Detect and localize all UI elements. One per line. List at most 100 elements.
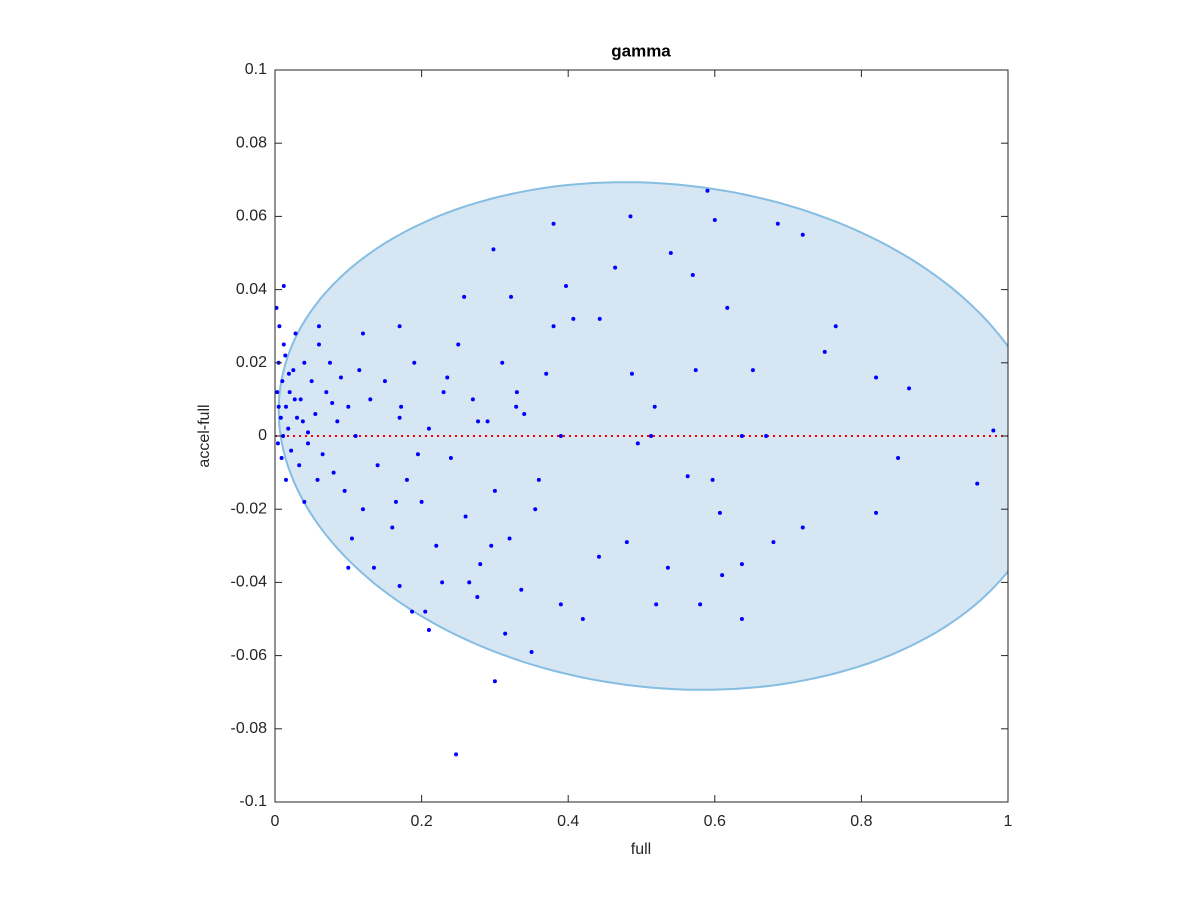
ellipse-region: [277, 181, 1008, 691]
data-point: [393, 499, 398, 504]
data-point: [360, 331, 365, 336]
data-point: [558, 434, 563, 438]
data-point: [286, 371, 291, 376]
data-point: [698, 602, 703, 607]
data-point: [302, 499, 307, 504]
data-point: [485, 419, 490, 424]
data-point: [346, 404, 351, 409]
data-point: [371, 565, 376, 570]
data-point: [544, 371, 549, 376]
data-point: [649, 434, 654, 438]
data-point: [397, 324, 402, 329]
data-point: [500, 360, 505, 365]
y-tick-label: 0.02: [236, 354, 267, 371]
data-point: [624, 540, 629, 545]
data-point: [279, 455, 284, 460]
data-point: [313, 412, 318, 417]
data-point: [293, 331, 298, 336]
y-tick-label: -0.06: [231, 647, 268, 664]
data-point: [283, 477, 288, 482]
data-point: [492, 679, 497, 684]
data-point: [281, 283, 286, 288]
data-point: [975, 481, 980, 486]
data-point: [281, 342, 286, 347]
data-point: [690, 272, 695, 277]
data-point: [434, 543, 439, 548]
data-point: [720, 573, 725, 578]
data-point: [739, 434, 744, 438]
data-point: [580, 617, 585, 621]
data-point: [412, 360, 417, 365]
data-point: [275, 305, 279, 310]
data-point: [275, 390, 280, 395]
y-tick-label: 0.04: [236, 281, 267, 298]
data-point: [492, 488, 497, 493]
data-point: [281, 434, 286, 438]
data-point: [324, 390, 329, 395]
data-point: [536, 477, 541, 482]
data-point: [507, 536, 512, 541]
x-tick-label: 1: [1004, 813, 1013, 830]
x-tick-label: 0.8: [850, 813, 872, 830]
data-point: [298, 397, 303, 402]
data-point: [514, 390, 519, 395]
data-point: [628, 214, 633, 219]
data-point: [419, 499, 424, 504]
data-point: [315, 477, 320, 482]
data-point: [558, 602, 563, 607]
data-point: [775, 221, 780, 226]
data-point: [291, 368, 296, 373]
data-point: [283, 353, 288, 358]
data-point: [342, 488, 347, 493]
data-point: [529, 649, 534, 654]
data-point: [297, 463, 302, 468]
data-point: [571, 316, 576, 321]
data-point: [441, 390, 446, 395]
data-point: [426, 627, 431, 632]
data-point: [467, 580, 472, 585]
data-point: [712, 218, 717, 223]
data-point: [629, 371, 634, 376]
data-point: [276, 404, 281, 409]
x-tick-label: 0.6: [704, 813, 726, 830]
data-point: [822, 349, 827, 354]
data-point: [685, 474, 690, 479]
data-point: [382, 379, 387, 384]
data-point: [280, 379, 285, 384]
data-point: [654, 602, 659, 607]
plot-area: [275, 181, 1008, 757]
data-point: [739, 562, 744, 567]
data-point: [551, 221, 556, 226]
data-point: [316, 342, 321, 347]
data-point: [397, 584, 402, 589]
data-point: [456, 342, 461, 347]
data-point: [331, 470, 336, 475]
data-point: [519, 587, 524, 592]
data-point: [423, 609, 428, 614]
data-point: [717, 510, 722, 515]
data-point: [514, 404, 519, 409]
data-point: [338, 375, 343, 380]
data-point: [300, 419, 305, 424]
data-point: [874, 510, 879, 515]
x-tick-label: 0.2: [410, 813, 432, 830]
data-point: [463, 514, 468, 519]
data-point: [346, 565, 351, 570]
data-point: [564, 283, 569, 288]
data-point: [522, 412, 527, 417]
data-point: [454, 752, 459, 757]
chart-title: gamma: [611, 41, 671, 60]
x-tick-label: 0.4: [557, 813, 579, 830]
data-point: [489, 543, 494, 548]
data-point: [991, 428, 996, 433]
data-point: [739, 617, 744, 621]
data-point: [764, 434, 769, 438]
data-point: [771, 540, 776, 545]
data-point: [800, 232, 805, 237]
data-point: [287, 390, 292, 395]
data-point: [705, 188, 710, 193]
data-point: [309, 379, 314, 384]
x-tick-label: 0: [271, 813, 280, 830]
y-tick-label: -0.04: [231, 574, 268, 591]
data-point: [320, 452, 325, 457]
